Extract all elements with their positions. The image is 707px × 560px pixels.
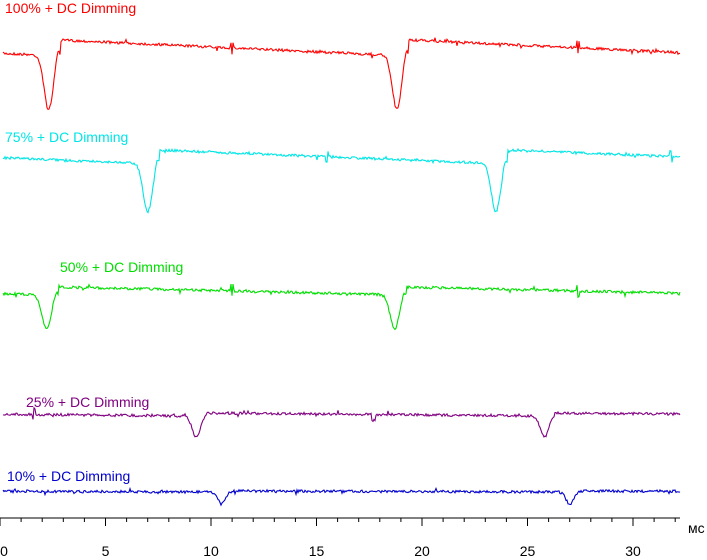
series-line-0 — [2, 37, 681, 111]
series-label-75: 75% + DC Dimming — [5, 129, 128, 145]
x-tick-label: 5 — [102, 543, 110, 559]
series-label-10: 10% + DC Dimming — [7, 468, 130, 484]
x-axis: 0 5 10 15 20 25 30 — [0, 517, 680, 559]
x-tick-label: 25 — [520, 543, 536, 559]
series-line-2 — [2, 283, 681, 331]
x-tick-label: 0 — [0, 543, 8, 559]
series-line-4 — [2, 486, 681, 507]
x-axis-unit: мс — [688, 520, 705, 536]
series-label-50: 50% + DC Dimming — [60, 259, 183, 275]
series-label-100: 100% + DC Dimming — [5, 0, 136, 16]
series-labels: 100% + DC Dimming 75% + DC Dimming 50% +… — [5, 0, 183, 484]
x-tick-label: 20 — [414, 543, 430, 559]
series-line-3 — [2, 406, 681, 438]
series-label-25: 25% + DC Dimming — [26, 394, 149, 410]
x-tick-label: 10 — [203, 543, 219, 559]
x-tick-label: 30 — [625, 543, 641, 559]
series-layer — [2, 37, 681, 507]
x-tick-label: 15 — [309, 543, 325, 559]
series-line-1 — [2, 148, 681, 214]
